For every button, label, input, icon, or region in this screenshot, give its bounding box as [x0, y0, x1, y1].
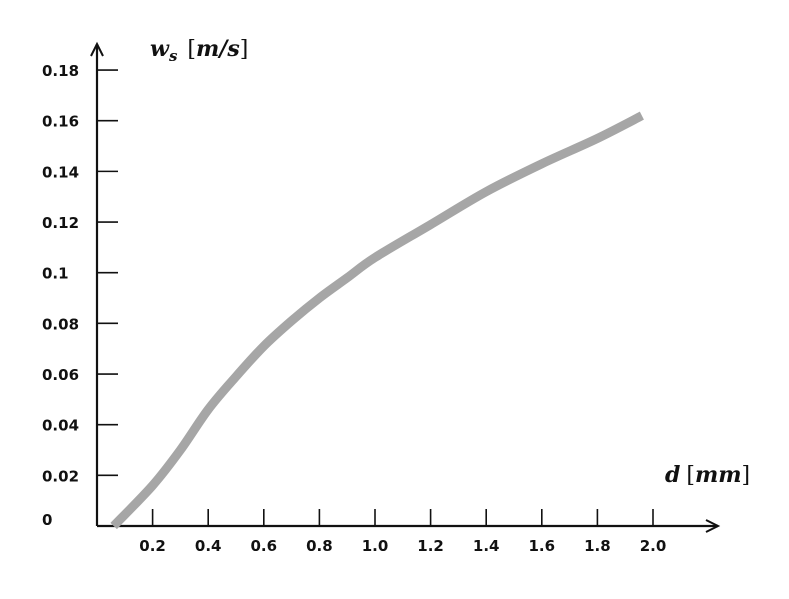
x-tick-label: 0.8 [306, 537, 333, 555]
x-tick-label: 1.0 [362, 537, 389, 555]
y-tick-label: 0 [42, 511, 52, 529]
x-tick-label: 1.4 [473, 537, 500, 555]
y-tick-label: 0.1 [42, 265, 69, 283]
y-tick-label: 0.12 [42, 214, 79, 232]
y-axis-arrow-icon [90, 41, 104, 57]
x-axis-arrow-icon [705, 519, 721, 533]
y-tick-label: 0.08 [42, 315, 79, 333]
y-ticks: 0 0.02 0.04 0.06 0.08 0.1 0.12 0.14 0.16 0.18 [42, 62, 118, 529]
x-tick-label: 1.8 [584, 537, 611, 555]
x-axis-label: d [mm] [665, 462, 750, 488]
y-axis-label: ws [m/s] [150, 36, 248, 65]
x-tick-label: 0.4 [195, 537, 222, 555]
x-tick-label: 0.2 [139, 537, 166, 555]
y-tick-label: 0.02 [42, 467, 79, 485]
y-tick-label: 0.14 [42, 163, 79, 181]
y-tick-label: 0.06 [42, 366, 79, 384]
x-tick-label: 2.0 [640, 537, 667, 555]
x-tick-label: 0.6 [251, 537, 278, 555]
data-curve [110, 111, 644, 530]
y-tick-label: 0.04 [42, 417, 79, 435]
axes [90, 41, 721, 533]
x-tick-label: 1.6 [529, 537, 556, 555]
y-tick-label: 0.18 [42, 62, 79, 80]
x-ticks: 0.2 0.4 0.6 0.8 1.0 1.2 1.4 1.6 1.8 2.0 [139, 509, 666, 555]
x-tick-label: 1.2 [417, 537, 444, 555]
y-tick-label: 0.16 [42, 113, 79, 131]
